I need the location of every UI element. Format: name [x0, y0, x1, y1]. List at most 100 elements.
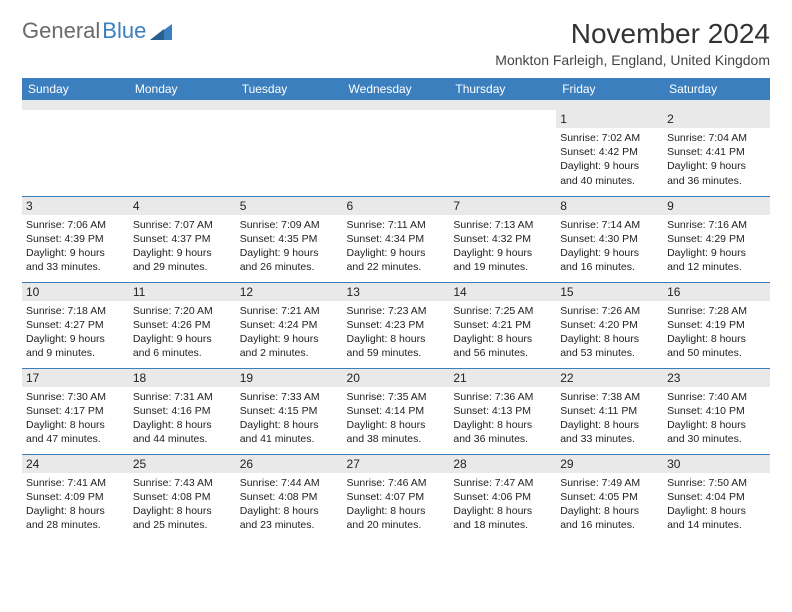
day-cell: 27Sunrise: 7:46 AMSunset: 4:07 PMDayligh… [343, 454, 450, 540]
daylight-line: Daylight: 9 hours and 36 minutes. [667, 159, 766, 187]
day-details: Sunrise: 7:20 AMSunset: 4:26 PMDaylight:… [133, 304, 232, 361]
daylight-line: Daylight: 9 hours and 22 minutes. [347, 246, 446, 274]
sunrise-line: Sunrise: 7:50 AM [667, 476, 766, 490]
sunset-line: Sunset: 4:35 PM [240, 232, 339, 246]
day-number: 16 [663, 283, 770, 301]
sunset-line: Sunset: 4:09 PM [26, 490, 125, 504]
sunrise-line: Sunrise: 7:36 AM [453, 390, 552, 404]
sunset-line: Sunset: 4:41 PM [667, 145, 766, 159]
day-number: 28 [449, 455, 556, 473]
day-details: Sunrise: 7:18 AMSunset: 4:27 PMDaylight:… [26, 304, 125, 361]
day-number: 4 [129, 197, 236, 215]
day-details: Sunrise: 7:13 AMSunset: 4:32 PMDaylight:… [453, 218, 552, 275]
sunset-line: Sunset: 4:07 PM [347, 490, 446, 504]
daylight-line: Daylight: 8 hours and 36 minutes. [453, 418, 552, 446]
day-cell: 7 Sunrise: 7:13 AMSunset: 4:32 PMDaylight… [449, 196, 556, 282]
day-number: 26 [236, 455, 343, 473]
daylight-line: Daylight: 9 hours and 33 minutes. [26, 246, 125, 274]
day-cell: 10Sunrise: 7:18 AMSunset: 4:27 PMDayligh… [22, 282, 129, 368]
day-details: Sunrise: 7:44 AMSunset: 4:08 PMDaylight:… [240, 476, 339, 533]
sunset-line: Sunset: 4:26 PM [133, 318, 232, 332]
sunrise-line: Sunrise: 7:07 AM [133, 218, 232, 232]
day-number: 24 [22, 455, 129, 473]
day-cell: 22Sunrise: 7:38 AMSunset: 4:11 PMDayligh… [556, 368, 663, 454]
day-details: Sunrise: 7:16 AMSunset: 4:29 PMDaylight:… [667, 218, 766, 275]
day-number: 7 [449, 197, 556, 215]
day-number: 25 [129, 455, 236, 473]
day-details: Sunrise: 7:40 AMSunset: 4:10 PMDaylight:… [667, 390, 766, 447]
day-number: 12 [236, 283, 343, 301]
sunrise-line: Sunrise: 7:35 AM [347, 390, 446, 404]
daylight-line: Daylight: 8 hours and 47 minutes. [26, 418, 125, 446]
sunrise-line: Sunrise: 7:14 AM [560, 218, 659, 232]
day-number: 21 [449, 369, 556, 387]
day-number: 15 [556, 283, 663, 301]
daylight-line: Daylight: 9 hours and 2 minutes. [240, 332, 339, 360]
sunrise-line: Sunrise: 7:43 AM [133, 476, 232, 490]
dow-header-row: SundayMondayTuesdayWednesdayThursdayFrid… [22, 78, 770, 100]
sunrise-line: Sunrise: 7:46 AM [347, 476, 446, 490]
day-details: Sunrise: 7:41 AMSunset: 4:09 PMDaylight:… [26, 476, 125, 533]
day-number: 23 [663, 369, 770, 387]
brand-logo: GeneralBlue [22, 18, 172, 44]
sunrise-line: Sunrise: 7:30 AM [26, 390, 125, 404]
day-number: 9 [663, 197, 770, 215]
empty-cell [22, 110, 129, 196]
spacer-cell [663, 100, 770, 110]
daylight-line: Daylight: 8 hours and 38 minutes. [347, 418, 446, 446]
week-row: 10Sunrise: 7:18 AMSunset: 4:27 PMDayligh… [22, 282, 770, 368]
dow-header-cell: Sunday [22, 78, 129, 100]
day-number: 8 [556, 197, 663, 215]
day-cell: 1Sunrise: 7:02 AMSunset: 4:42 PMDaylight… [556, 110, 663, 196]
daylight-line: Daylight: 8 hours and 56 minutes. [453, 332, 552, 360]
sunrise-line: Sunrise: 7:13 AM [453, 218, 552, 232]
day-cell: 5Sunrise: 7:09 AMSunset: 4:35 PMDaylight… [236, 196, 343, 282]
daylight-line: Daylight: 8 hours and 23 minutes. [240, 504, 339, 532]
day-number: 6 [343, 197, 450, 215]
day-cell: 6 Sunrise: 7:11 AMSunset: 4:34 PMDaylight… [343, 196, 450, 282]
sunrise-line: Sunrise: 7:40 AM [667, 390, 766, 404]
day-details: Sunrise: 7:33 AMSunset: 4:15 PMDaylight:… [240, 390, 339, 447]
day-cell: 15Sunrise: 7:26 AMSunset: 4:20 PMDayligh… [556, 282, 663, 368]
day-number: 13 [343, 283, 450, 301]
day-details: Sunrise: 7:04 AMSunset: 4:41 PMDaylight:… [667, 131, 766, 188]
sunset-line: Sunset: 4:29 PM [667, 232, 766, 246]
empty-cell [236, 110, 343, 196]
day-number: 5 [236, 197, 343, 215]
day-details: Sunrise: 7:30 AMSunset: 4:17 PMDaylight:… [26, 390, 125, 447]
sunset-line: Sunset: 4:27 PM [26, 318, 125, 332]
empty-cell [343, 110, 450, 196]
header-spacer-row [22, 100, 770, 110]
day-details: Sunrise: 7:31 AMSunset: 4:16 PMDaylight:… [133, 390, 232, 447]
sunset-line: Sunset: 4:34 PM [347, 232, 446, 246]
day-cell: 17Sunrise: 7:30 AMSunset: 4:17 PMDayligh… [22, 368, 129, 454]
day-number: 3 [22, 197, 129, 215]
day-details: Sunrise: 7:14 AMSunset: 4:30 PMDaylight:… [560, 218, 659, 275]
day-cell: 14Sunrise: 7:25 AMSunset: 4:21 PMDayligh… [449, 282, 556, 368]
daylight-line: Daylight: 8 hours and 53 minutes. [560, 332, 659, 360]
day-cell: 21 Sunrise: 7:36 AMSunset: 4:13 PMDayligh… [449, 368, 556, 454]
sunset-line: Sunset: 4:04 PM [667, 490, 766, 504]
sunrise-line: Sunrise: 7:04 AM [667, 131, 766, 145]
location-text: Monkton Farleigh, England, United Kingdo… [495, 52, 770, 68]
sunrise-line: Sunrise: 7:47 AM [453, 476, 552, 490]
page-header: GeneralBlue November 2024 Monkton Farlei… [22, 18, 770, 68]
day-details: Sunrise: 7:21 AMSunset: 4:24 PMDaylight:… [240, 304, 339, 361]
day-details: Sunrise: 7:11 AMSunset: 4:34 PMDaylight:… [347, 218, 446, 275]
dow-header-cell: Monday [129, 78, 236, 100]
sunset-line: Sunset: 4:10 PM [667, 404, 766, 418]
daylight-line: Daylight: 8 hours and 14 minutes. [667, 504, 766, 532]
day-number: 18 [129, 369, 236, 387]
sunrise-line: Sunrise: 7:11 AM [347, 218, 446, 232]
day-cell: 19Sunrise: 7:33 AMSunset: 4:15 PMDayligh… [236, 368, 343, 454]
day-details: Sunrise: 7:36 AMSunset: 4:13 PMDaylight:… [453, 390, 552, 447]
day-details: Sunrise: 7:02 AMSunset: 4:42 PMDaylight:… [560, 131, 659, 188]
day-number: 11 [129, 283, 236, 301]
sunrise-line: Sunrise: 7:31 AM [133, 390, 232, 404]
day-cell: 9 Sunrise: 7:16 AMSunset: 4:29 PMDaylight… [663, 196, 770, 282]
daylight-line: Daylight: 9 hours and 6 minutes. [133, 332, 232, 360]
daylight-line: Daylight: 8 hours and 16 minutes. [560, 504, 659, 532]
sunset-line: Sunset: 4:14 PM [347, 404, 446, 418]
day-number: 22 [556, 369, 663, 387]
daylight-line: Daylight: 8 hours and 25 minutes. [133, 504, 232, 532]
